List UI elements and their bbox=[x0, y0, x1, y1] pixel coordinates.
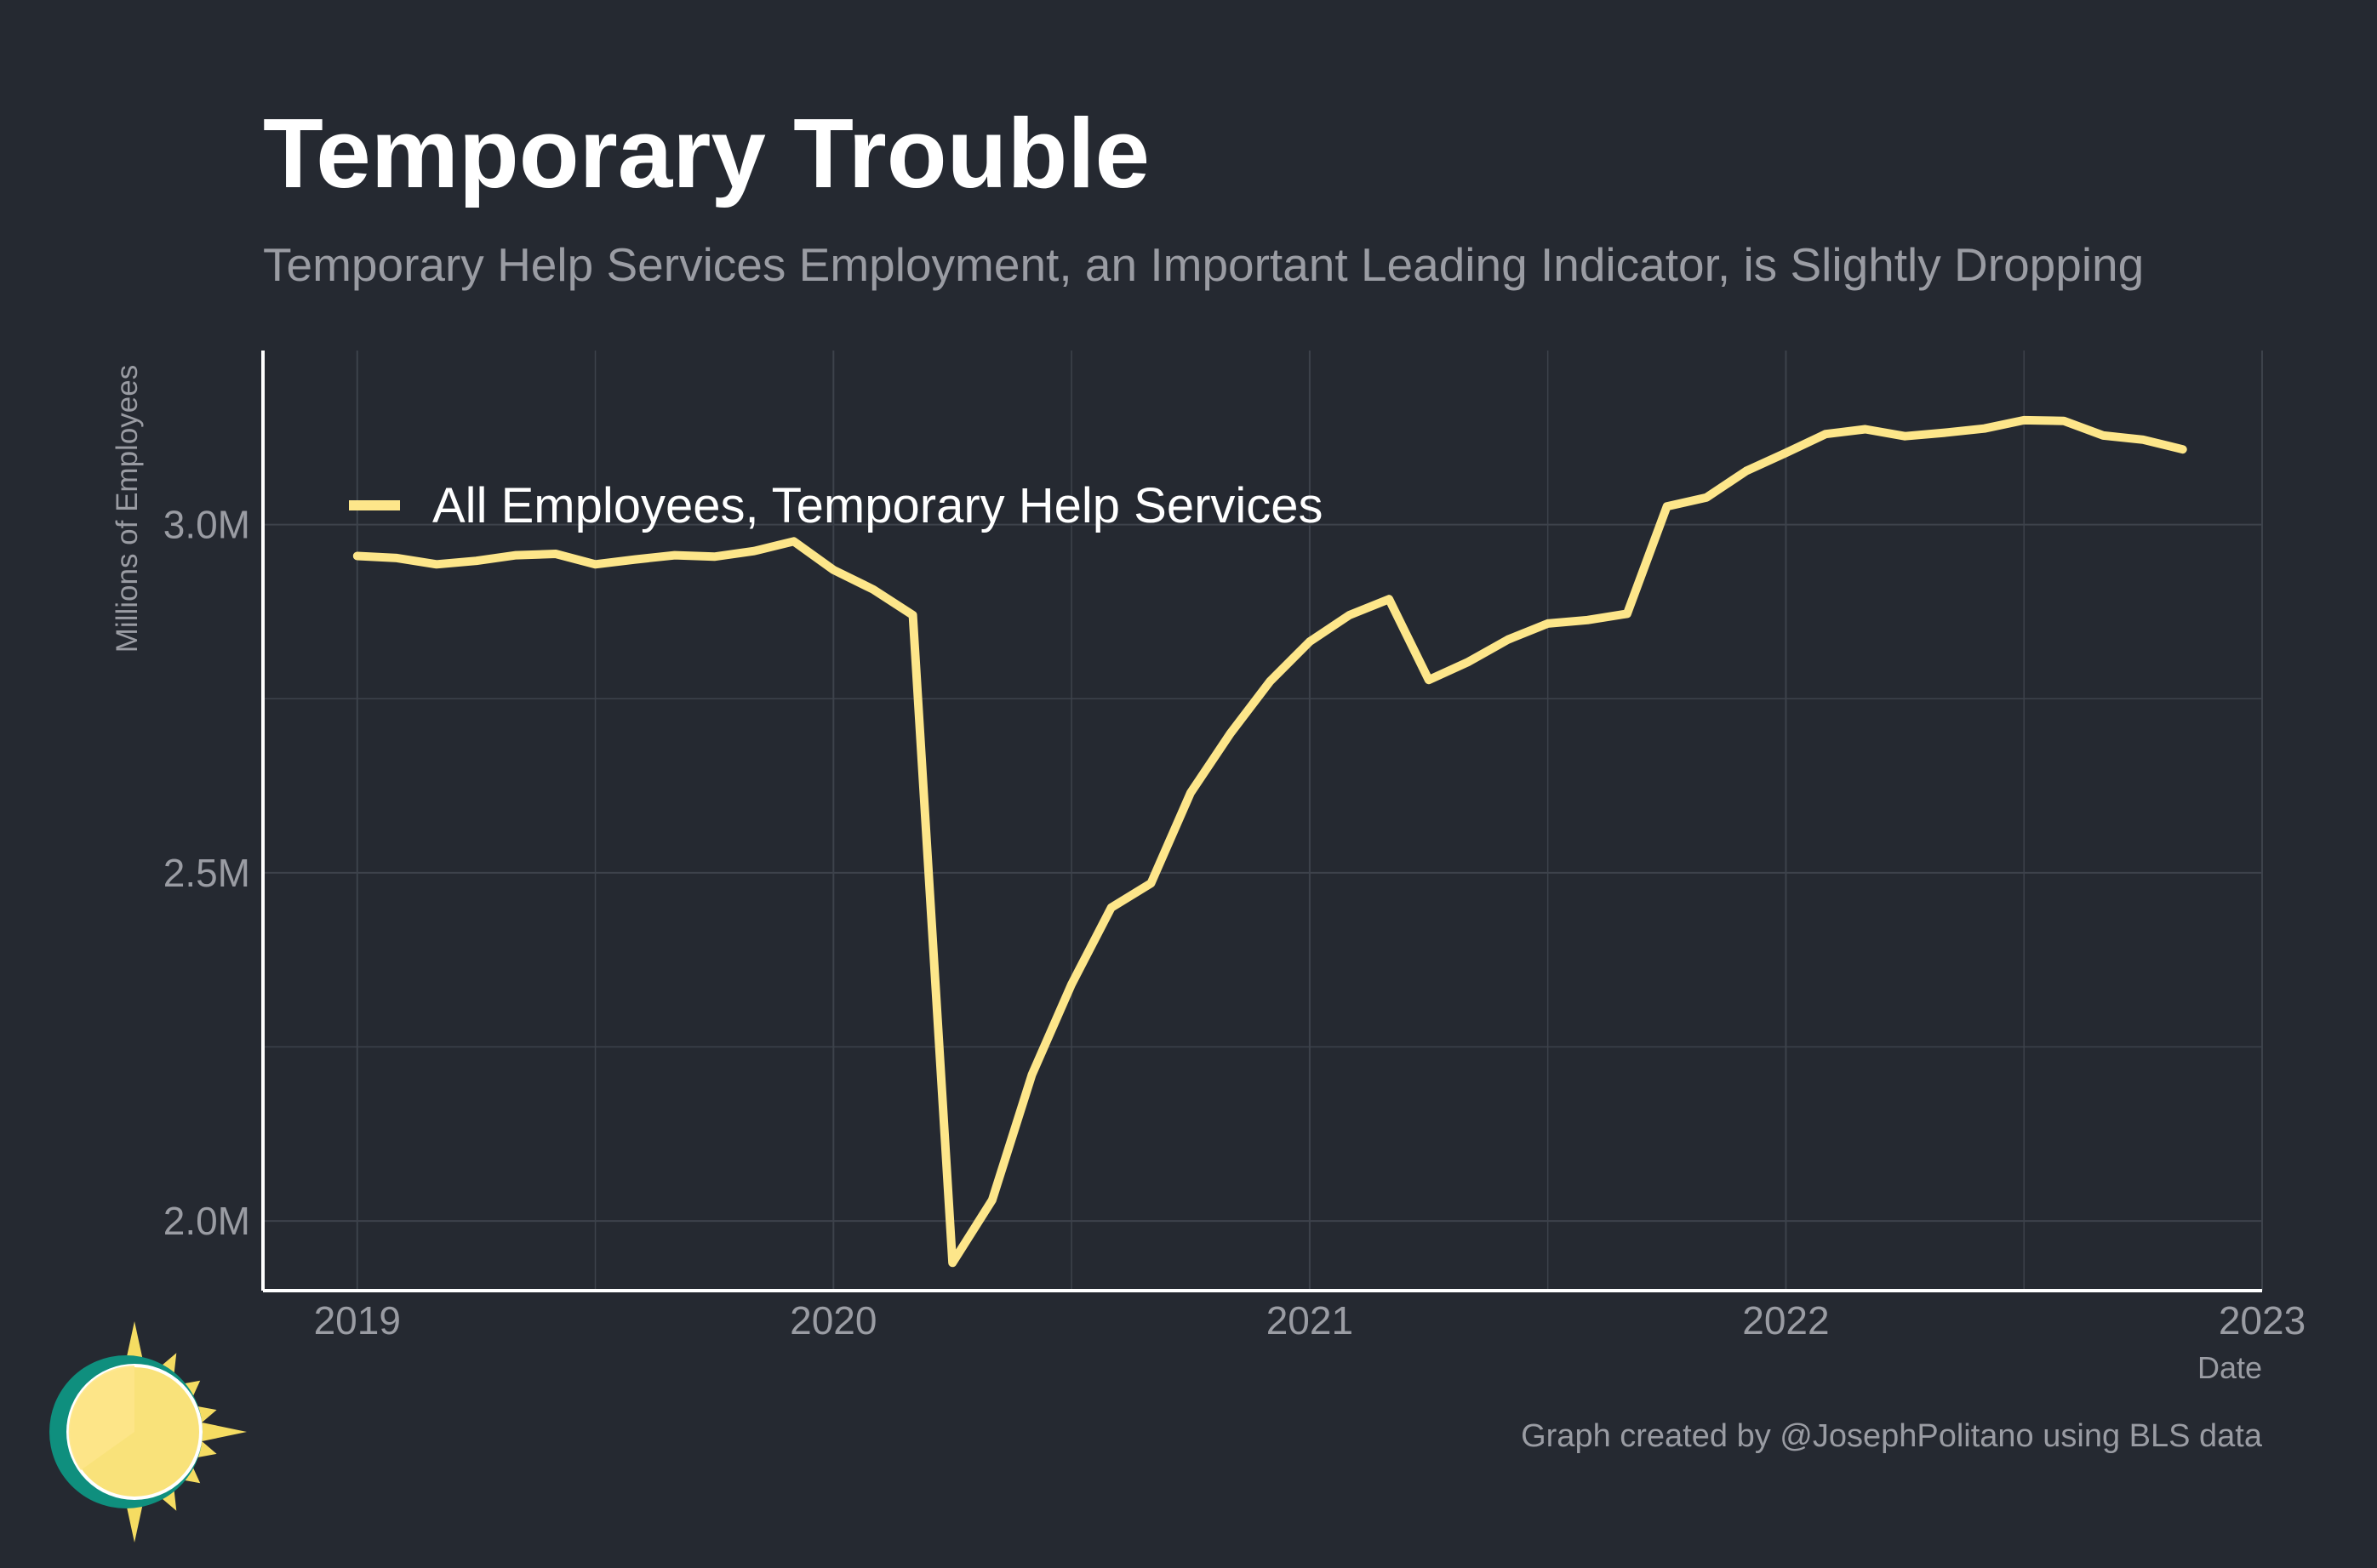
tick-labels: 2019 2020 2021 2022 2023 2.0M 2.5M 3.0M bbox=[163, 503, 2306, 1343]
sun-shade-icon bbox=[68, 1366, 134, 1470]
y-tick-label: 2.0M bbox=[163, 1199, 250, 1243]
axes bbox=[261, 351, 2262, 1292]
chart-subtitle: Temporary Help Services Employment, an I… bbox=[263, 238, 2144, 291]
x-tick-label: 2023 bbox=[2219, 1298, 2306, 1343]
y-tick-label: 2.5M bbox=[163, 851, 250, 895]
x-tick-label: 2022 bbox=[1742, 1298, 1829, 1343]
sun-logo-icon bbox=[49, 1321, 247, 1542]
x-tick-label: 2021 bbox=[1266, 1298, 1353, 1343]
y-tick-label: 3.0M bbox=[163, 503, 250, 547]
grid bbox=[263, 351, 2263, 1291]
x-tick-label: 2020 bbox=[790, 1298, 877, 1343]
x-tick-label: 2019 bbox=[314, 1298, 401, 1343]
legend: All Employees, Temporary Help Services bbox=[349, 478, 1323, 533]
series-line bbox=[352, 415, 2187, 1268]
y-axis-title: Millions of Employees bbox=[111, 365, 144, 653]
caption: Graph created by @JosephPolitano using B… bbox=[1521, 1418, 2263, 1454]
chart-title: Temporary Trouble bbox=[263, 98, 1150, 208]
series bbox=[352, 415, 2187, 1268]
x-axis-title: Date bbox=[2197, 1350, 2262, 1385]
legend-label: All Employees, Temporary Help Services bbox=[432, 478, 1323, 533]
